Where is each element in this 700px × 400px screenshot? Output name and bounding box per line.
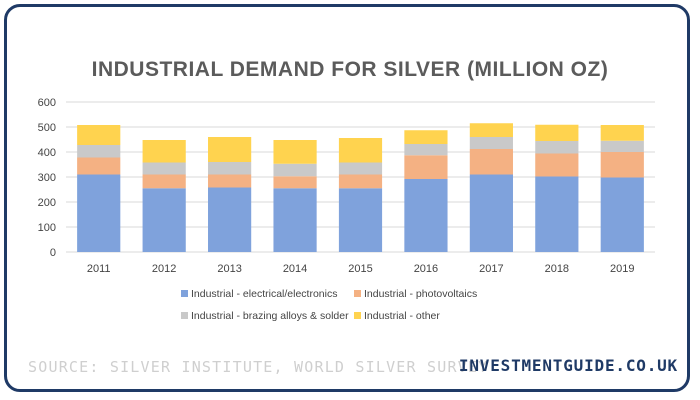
bar-segment <box>535 153 579 177</box>
y-tick-label: 600 <box>38 97 56 109</box>
bar-segment <box>469 137 513 149</box>
bar-segment <box>77 125 121 145</box>
x-tick-label: 2011 <box>87 263 111 275</box>
bar-segment <box>77 157 121 175</box>
x-tick-label: 2017 <box>479 263 503 275</box>
bar-segment <box>77 174 121 252</box>
bar-segment <box>404 155 448 179</box>
bar-segment <box>273 176 317 189</box>
bar-segment <box>600 177 644 252</box>
y-tick-label: 400 <box>38 147 56 159</box>
bar-segment <box>208 174 252 188</box>
bar-segment <box>535 141 579 154</box>
bar-segment <box>338 188 383 252</box>
bar-segment <box>404 144 448 156</box>
bar-segment <box>273 163 317 177</box>
legend-label: Industrial - electrical/electronics <box>191 288 337 300</box>
brand-link[interactable]: INVESTMENTGUIDE.CO.UK <box>458 356 678 375</box>
legend-swatch <box>181 290 188 297</box>
bar-segment <box>208 187 252 252</box>
bar-segment <box>142 188 186 252</box>
bar-segment <box>273 140 317 164</box>
bar-segment <box>600 152 644 178</box>
chart-title: INDUSTRIAL DEMAND FOR SILVER (MILLION OZ… <box>91 58 609 81</box>
bar-segment <box>142 140 186 163</box>
legend-swatch <box>181 312 188 319</box>
x-tick-label: 2013 <box>217 263 241 275</box>
bar-segment <box>600 140 644 152</box>
bar-segment <box>404 179 448 252</box>
legend-label: Industrial - other <box>364 310 440 322</box>
source-note: SOURCE: SILVER INSTITUTE, WORLD SILVER S… <box>28 358 489 376</box>
y-tick-label: 200 <box>38 197 56 209</box>
x-tick-label: 2012 <box>152 263 176 275</box>
x-tick-label: 2019 <box>610 263 634 275</box>
x-tick-label: 2016 <box>414 263 438 275</box>
y-axis-ticks: 0 100 200 300 400 500 600 <box>38 97 56 259</box>
bar-segment <box>208 162 252 175</box>
bar-segment <box>535 124 579 141</box>
legend-swatch <box>354 290 361 297</box>
bar-segment <box>338 162 383 175</box>
legend-label: Industrial - photovoltaics <box>364 288 477 300</box>
bar-segment <box>273 188 317 252</box>
bar-segment <box>338 138 383 163</box>
bar-segment <box>338 174 383 189</box>
bar-segment <box>535 176 579 252</box>
bar-segment <box>142 162 186 175</box>
bar-segment <box>469 123 513 137</box>
legend-label: Industrial - brazing alloys & solder <box>191 310 349 322</box>
bar-segment <box>469 174 513 252</box>
y-tick-label: 300 <box>38 172 56 184</box>
y-tick-label: 0 <box>50 247 56 259</box>
bar-segment <box>77 145 121 158</box>
x-tick-label: 2015 <box>348 263 372 275</box>
legend: Industrial - electrical/electronics Indus… <box>181 288 477 322</box>
x-tick-label: 2018 <box>545 263 569 275</box>
bar-segment <box>404 130 448 144</box>
x-axis-ticks: 2011 2012 2013 2014 2015 2016 2017 2018 2019 <box>87 263 635 275</box>
bar-segment <box>208 137 252 162</box>
bar-segment <box>469 149 513 175</box>
legend-swatch <box>354 312 361 319</box>
bar-segment <box>142 174 186 189</box>
y-tick-label: 100 <box>38 222 56 234</box>
x-tick-label: 2014 <box>283 263 307 275</box>
bar-segment <box>600 125 644 141</box>
y-tick-label: 500 <box>38 122 56 134</box>
bars <box>77 123 644 252</box>
